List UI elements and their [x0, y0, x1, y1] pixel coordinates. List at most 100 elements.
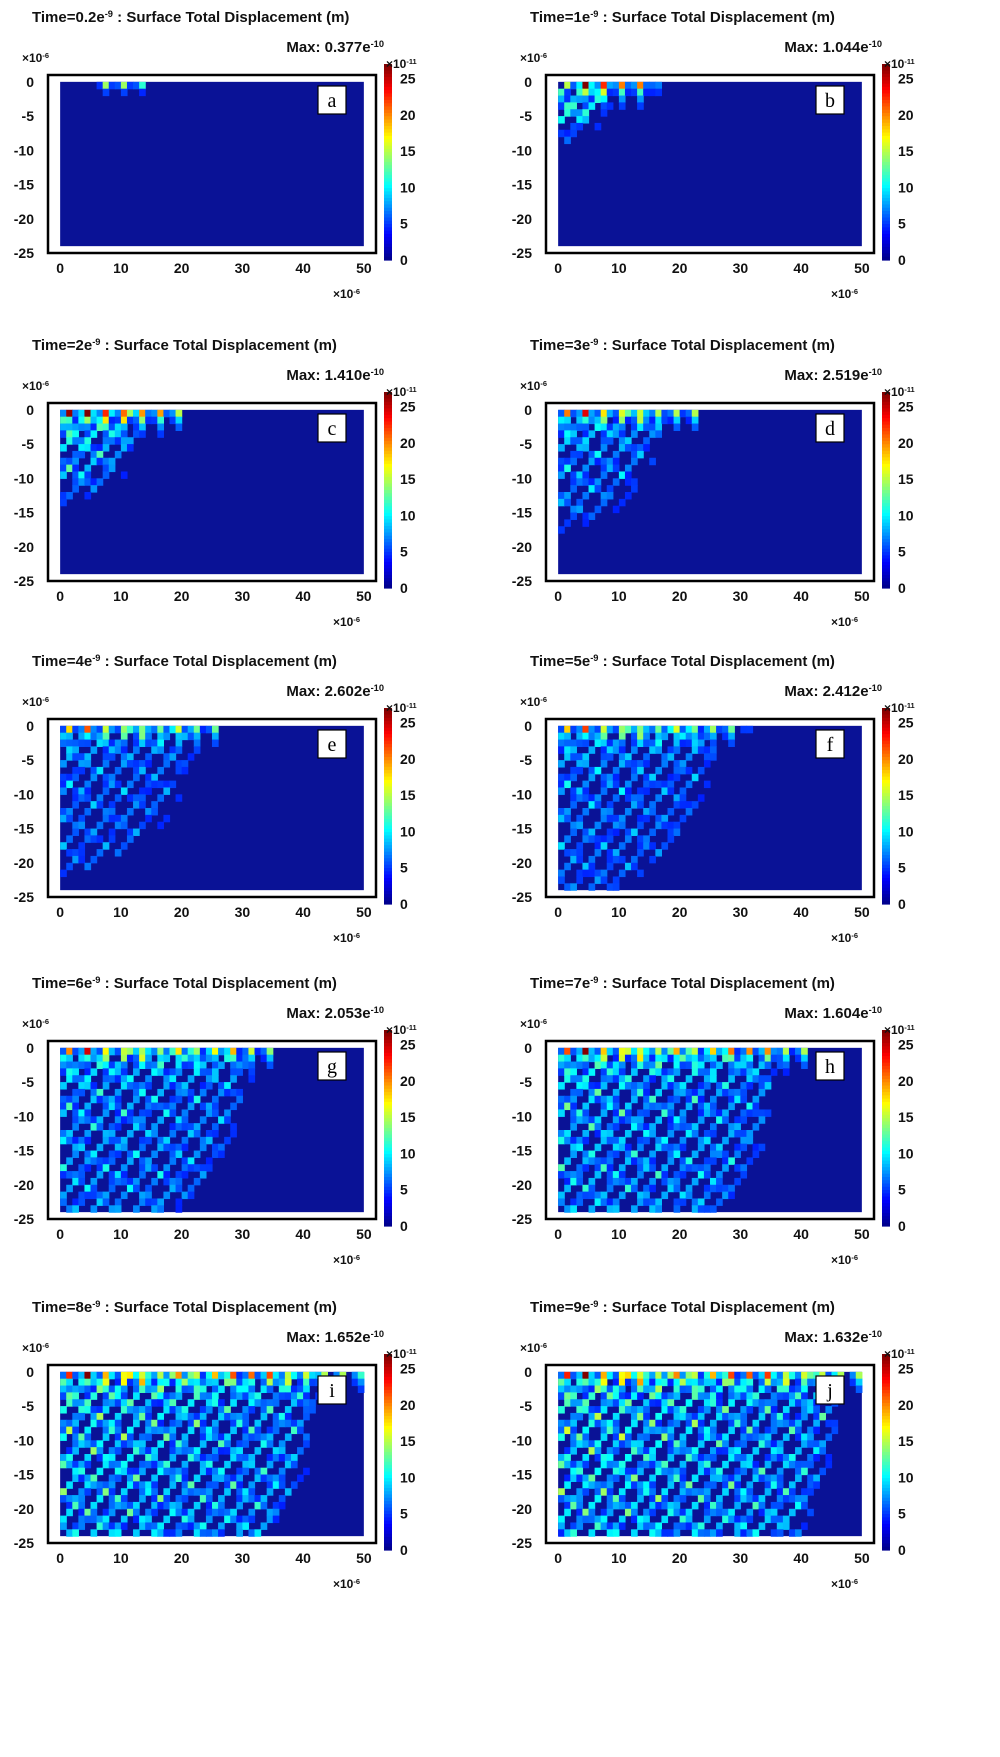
- heat-cell: [564, 457, 571, 466]
- colorbar-segment: [882, 457, 890, 462]
- heat-cell: [594, 423, 602, 431]
- x-tick-label: 20: [174, 588, 190, 604]
- colorbar-tick-label: 0: [400, 1542, 408, 1558]
- heat-cell: [564, 753, 571, 761]
- heat-cell: [588, 1447, 596, 1455]
- heat-cell: [230, 1061, 237, 1069]
- colorbar-segment: [882, 460, 890, 465]
- heat-cell: [624, 464, 632, 473]
- heat-cell: [576, 1047, 584, 1056]
- heat-cell: [224, 1047, 231, 1056]
- heat-cell: [163, 814, 171, 823]
- heat-cell: [576, 1440, 584, 1448]
- heat-cell: [673, 409, 681, 418]
- heat-cell: [133, 1385, 140, 1393]
- heat-cell: [600, 876, 608, 884]
- heat-cell: [133, 1515, 140, 1524]
- heat-cell: [284, 1433, 292, 1441]
- heat-cell: [72, 1433, 79, 1441]
- heat-cell: [612, 1095, 620, 1104]
- heat-cell: [673, 1061, 681, 1069]
- heat-cell: [139, 416, 146, 425]
- heat-cell: [588, 409, 596, 418]
- heat-cell: [139, 1412, 146, 1421]
- heat-cell: [795, 1495, 802, 1503]
- heat-cell: [96, 821, 104, 830]
- heat-cell: [248, 1433, 256, 1441]
- y-tick-label: -20: [512, 539, 532, 555]
- heat-cell: [703, 1495, 711, 1503]
- heat-cell: [612, 794, 620, 802]
- heat-cell: [102, 1460, 110, 1469]
- heat-cell: [570, 1177, 577, 1186]
- heat-cell: [108, 1102, 116, 1111]
- heat-cell: [752, 1123, 760, 1131]
- heat-cell: [102, 732, 110, 741]
- colorbar-segment: [384, 188, 392, 192]
- heat-cell: [764, 1406, 772, 1414]
- heat-cell: [594, 1488, 602, 1496]
- heat-cell: [667, 1047, 675, 1056]
- heat-cell: [78, 855, 86, 864]
- heat-cell: [199, 1061, 207, 1069]
- colorbar-segment: [384, 1448, 392, 1453]
- heat-cell: [199, 1164, 207, 1172]
- heat-cell: [685, 1164, 693, 1172]
- heat-cell: [151, 1419, 158, 1428]
- heat-cell: [96, 1047, 104, 1056]
- heat-cell: [284, 1371, 292, 1380]
- heat-cell: [114, 1412, 122, 1421]
- heat-cell: [643, 1088, 650, 1097]
- colorbar-segment: [384, 1487, 392, 1492]
- heat-cell: [181, 1406, 189, 1414]
- heat-cell: [157, 739, 164, 747]
- heat-cell: [114, 1109, 122, 1117]
- heat-cell: [558, 1460, 565, 1469]
- heat-cell: [685, 1419, 693, 1428]
- colorbar-segment: [384, 717, 392, 722]
- heat-cell: [126, 416, 134, 425]
- heat-cell: [618, 498, 626, 507]
- heat-cell: [199, 1406, 207, 1414]
- heat-cell: [199, 725, 207, 734]
- heat-cell: [631, 430, 638, 438]
- colorbar-segment: [882, 408, 890, 413]
- colorbar-tick-label: 20: [400, 1397, 416, 1413]
- heat-cell: [570, 1474, 577, 1482]
- colorbar-tick-label: 10: [400, 1145, 416, 1161]
- heat-cell: [108, 1177, 116, 1186]
- colorbar-segment: [384, 401, 392, 406]
- colorbar-segment: [384, 1465, 392, 1469]
- y-multiplier: ×10-6: [520, 1017, 547, 1032]
- heat-cell: [230, 1474, 237, 1482]
- heat-cell: [612, 725, 620, 734]
- colorbar-segment: [384, 441, 392, 445]
- heat-cell: [96, 1143, 104, 1152]
- x-tick-label: 40: [793, 1550, 809, 1566]
- heat-cell: [157, 766, 164, 775]
- heat-cell: [667, 1109, 675, 1117]
- heat-cell: [612, 773, 620, 782]
- heat-cell: [157, 1088, 164, 1097]
- heat-cell: [163, 1143, 171, 1152]
- heat-cell: [212, 1419, 219, 1428]
- heat-cell: [564, 739, 571, 747]
- heat-cell: [576, 739, 584, 747]
- colorbar-segment: [384, 881, 392, 885]
- heat-cell: [78, 1171, 86, 1179]
- colorbar-segment: [384, 779, 392, 784]
- heat-cell: [175, 1177, 183, 1186]
- heat-cell: [193, 1054, 201, 1063]
- heat-cell: [260, 1501, 268, 1510]
- heat-cell: [151, 1123, 158, 1131]
- heat-cell: [612, 1061, 620, 1069]
- heat-cell: [734, 1495, 741, 1503]
- heat-cell: [606, 1102, 614, 1111]
- heat-cell: [667, 1184, 675, 1193]
- heat-cell: [576, 423, 584, 431]
- heat-cell: [746, 1061, 754, 1069]
- heat-cell: [120, 1047, 128, 1056]
- heat-cell: [126, 780, 134, 789]
- heat-cell: [133, 1371, 140, 1380]
- heat-cell: [795, 1047, 802, 1056]
